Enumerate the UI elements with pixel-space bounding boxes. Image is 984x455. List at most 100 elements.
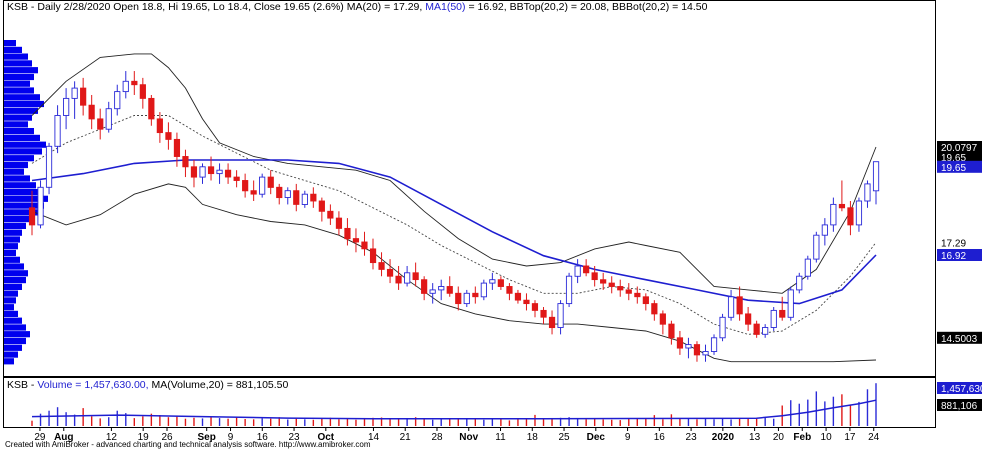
candle-body [668,323,675,339]
candle-body [327,210,334,219]
candle-body [446,286,453,294]
x-tick-label: 28 [431,432,443,443]
candle-body [114,91,121,110]
candle-body [395,275,402,284]
price-axis-label-box [937,331,982,344]
candle-body [421,279,428,294]
candle-body [173,138,181,157]
ma20-line [31,115,877,335]
volume-profile-bar [4,67,38,74]
x-tick-label: 23 [686,432,698,443]
candle-body [80,87,87,106]
x-tick-label: 20 [773,432,785,443]
x-tick-label: Feb [793,432,811,443]
candle-body [855,200,863,226]
candle-body [352,238,360,243]
x-tick-label: 29 [34,432,46,443]
header-ma50-value: = 16.92, [468,1,506,13]
volume-axis-label: 881,106 [941,401,978,412]
x-tick-label: Oct [317,432,334,443]
candle-body [838,203,846,209]
candle-body [813,234,820,260]
volume-profile-bar [4,100,44,108]
volume-profile-bar [4,128,34,135]
candle-body [804,258,811,277]
candle-body [557,303,564,328]
candle-body [105,108,112,130]
candle-body [736,296,743,315]
candle-body [310,193,317,202]
candle-body [642,296,649,305]
x-tick-label: 18 [527,432,539,443]
volume-profile-bar [4,229,22,236]
volume-profile-bar [4,168,24,175]
candle-body [796,275,803,291]
bb-bottom-line [31,183,877,363]
volume-header-symbol: KSB - [7,379,37,391]
candle-body [88,104,95,120]
price-axis-label: 19.65 [941,153,966,164]
candle-body [438,286,445,291]
x-tick-label: Dec [587,432,606,443]
candle-body [276,186,283,199]
volume-profile-bar [4,277,26,284]
volume-profile-bar [4,94,40,101]
volume-profile-bar [4,304,14,311]
volume-profile-bar [4,283,22,290]
candle-body [710,337,718,352]
price-axis-label: 16.92 [941,251,966,262]
candle-body [293,190,300,205]
candle-body [565,275,573,305]
candlestick-series [28,71,880,362]
header-ma50-label: MA1(50) [425,1,465,13]
candle-body [182,156,189,168]
candle-body [514,292,522,301]
bb-top-line [31,53,877,294]
volume-profile-bar [4,53,28,60]
x-tick-label: 9 [625,432,631,443]
volume-profile-bar [4,60,32,67]
candle-body [600,279,607,284]
candle-body [719,316,726,339]
candle-body [651,303,658,315]
candle-body [301,193,308,205]
candle-body [455,292,462,305]
header-ma20: MA(20) = 17.29, [347,1,423,13]
x-tick-label: 11 [495,432,506,443]
candle-body [207,166,215,175]
x-tick-label: 2020 [712,432,735,443]
volume-profile-bar [4,182,36,189]
x-tick-label: 16 [257,432,269,443]
x-tick-label: 14 [368,432,380,443]
candle-body [608,282,615,287]
price-axis-label: 19.65 [941,163,966,174]
volume-axis-label: 1,457,630 [941,384,984,395]
price-axis-label-box [937,249,982,261]
candle-body [779,309,786,318]
volume-profile-bar [4,351,18,358]
candle-body [523,299,530,305]
candle-body [830,203,837,226]
candle-body [634,292,641,298]
volume-profile-bar [4,209,38,216]
x-tick-label: Aug [54,432,73,443]
x-tick-label: 26 [161,432,173,443]
candle-body [63,97,70,116]
candle-body [250,190,257,195]
x-tick-label: 19 [138,432,150,443]
candle-body [472,292,479,298]
candle-body [480,282,487,298]
x-tick-label: 9 [228,432,234,443]
candle-body [591,272,598,281]
volume-profile-bar [4,189,42,196]
volume-profile-bar [4,107,38,114]
candle-body [190,166,198,178]
candle-body [787,289,794,318]
x-tick-label: 24 [868,432,880,443]
x-tick-label: 12 [106,432,118,443]
header-bb: BBTop(20,2) = 20.08, BBBot(20,2) = 14.50 [510,1,708,13]
x-tick-label: 13 [749,432,761,443]
candle-body [131,80,138,86]
